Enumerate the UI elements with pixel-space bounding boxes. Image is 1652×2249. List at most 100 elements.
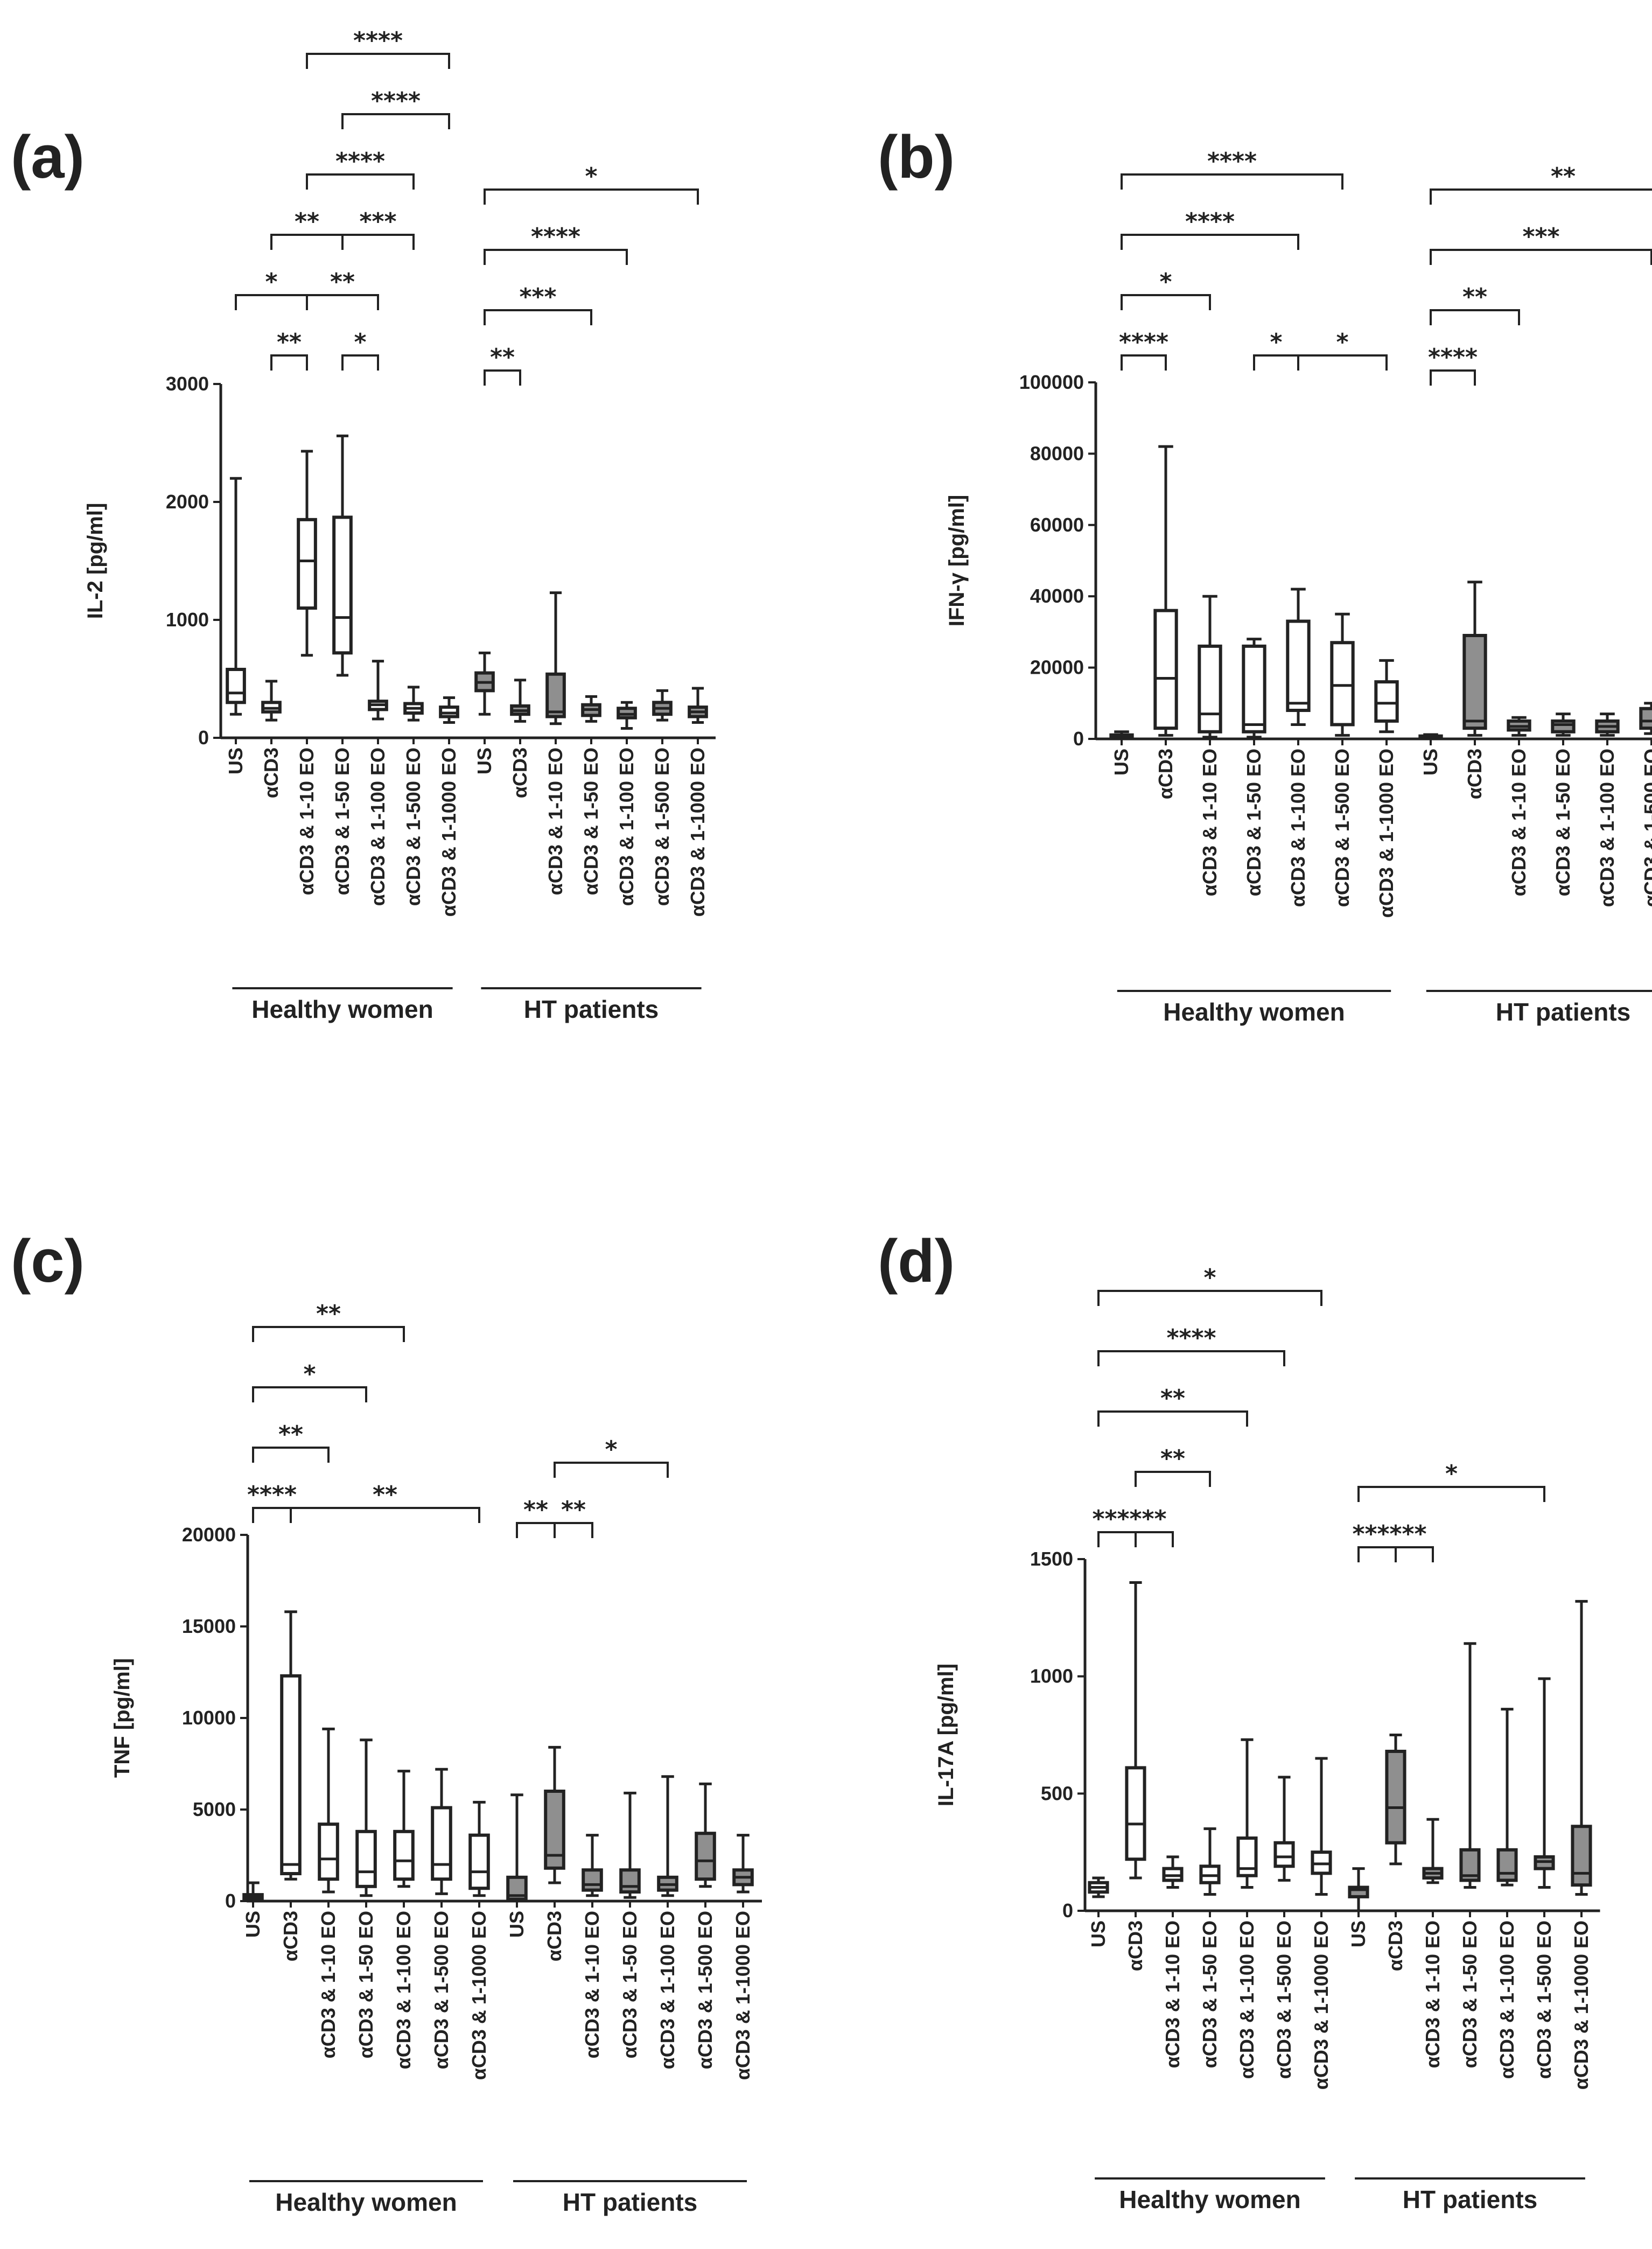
significance-label: * [265,268,277,296]
box-0-0 [1109,730,1134,739]
box-1-1 [1462,581,1487,737]
box-iqr [619,1868,641,1894]
significance-bracket: ** [252,1300,405,1342]
y-tick-label: 500 [1041,1782,1073,1804]
y-axis-title: TNF [pg/ml] [110,1658,134,1778]
group-label: HT patients [524,995,659,1023]
box-iqr [1496,1848,1518,1882]
category-label: αCD3 & 1-50 EO [1459,1920,1481,2068]
box-1-2 [1507,716,1531,737]
y-tick-label: 1500 [1030,1548,1073,1570]
significance-bracket: ** [306,268,379,310]
significance-label: **** [531,223,580,250]
significance-label: ** [1160,1385,1185,1412]
category-label: αCD3 & 1-500 EO [1533,1920,1555,2079]
box-iqr [1571,1825,1592,1887]
significance-label: **** [1092,1505,1142,1533]
box-iqr [332,515,353,655]
bracket-line [341,354,379,371]
bracket-line [1253,354,1299,371]
significance-bracket: ** [1430,283,1520,325]
category-label: αCD3 & 1-100 EO [367,748,389,906]
bracket-line [1121,354,1167,371]
box-0-4 [1286,588,1311,727]
category-label: αCD3 & 1-1000 EO [1570,1920,1592,2090]
significance-bracket: **** [484,223,628,265]
box-iqr [545,672,566,718]
category-label: US [1347,1920,1369,1947]
box-1-5 [1534,1677,1555,1889]
bracket-line [484,188,699,205]
panel-label: (d) [878,1227,955,1295]
group-label: HT patients [563,2188,697,2216]
category-label: αCD3 & 1-500 EO [1331,749,1353,907]
bracket-line [252,1447,330,1463]
category-label: αCD3 & 1-10 EO [1508,749,1530,896]
significance-bracket: ** [1135,1445,1211,1487]
significance-bracket: * [341,329,379,371]
significance-bracket: ** [516,1496,556,1538]
box-0-3 [1199,1827,1221,1896]
box-1-5 [652,689,673,722]
box-iqr [1551,719,1576,734]
significance-label: * [1159,268,1172,296]
significance-label: ** [1142,1505,1166,1533]
box-0-6 [439,696,459,724]
y-axis-title: IFN-γ [pg/ml] [945,495,969,626]
bracket-line [1430,309,1520,325]
y-tick-label: 40000 [1030,585,1084,607]
box-0-6 [468,1800,490,1897]
significance-label: **** [1428,344,1478,371]
significance-bracket: **** [306,148,415,190]
significance-label: *** [519,283,556,311]
box-0-5 [431,1768,452,1895]
y-axis-title: IL-2 [pg/ml] [83,503,107,619]
box-0-5 [1273,1776,1295,1882]
y-tick-label: 100000 [1019,371,1084,393]
significance-bracket: *** [484,283,592,325]
significance-bracket: **** [1121,148,1343,190]
box-1-1 [510,679,530,723]
category-label: US [1110,749,1132,776]
box-1-0 [1348,1867,1369,1912]
box-1-6 [732,1834,754,1894]
significance-bracket: **** [1097,1324,1285,1366]
category-label: αCD3 & 1-10 EO [296,748,318,895]
bracket-line [1395,1546,1434,1562]
category-label: αCD3 & 1-50 EO [580,748,602,895]
category-label: αCD3 & 1-10 EO [317,1911,339,2058]
significance-label: ** [277,329,302,356]
bracket-line [341,234,415,250]
bracket-line [1121,173,1343,190]
box-0-6 [1374,659,1399,734]
bracket-line [1121,234,1299,250]
category-label: αCD3 & 1-10 EO [581,1911,603,2058]
category-label: US [1087,1920,1109,1947]
bracket-line [1357,1486,1545,1502]
category-label: αCD3 & 1-100 EO [1287,749,1309,907]
significance-bracket: * [1121,268,1211,310]
category-label: αCD3 & 1-1000 EO [1310,1920,1332,2090]
significance-label: **** [353,27,403,54]
box-1-3 [619,1791,641,1899]
category-label: αCD3 & 1-1000 EO [1375,749,1397,918]
group-label: Healthy women [275,2188,457,2216]
significance-label: ** [523,1496,548,1524]
significance-label: **** [1352,1520,1402,1548]
significance-bracket: * [252,1360,367,1402]
category-label: αCD3 [1124,1920,1146,1971]
significance-label: *** [359,208,396,235]
bracket-line [1097,1410,1248,1427]
significance-bracket: ** [1430,163,1652,205]
significance-bracket: ** [270,208,344,250]
box-iqr [393,1829,415,1881]
box-iqr [1330,641,1355,727]
box-1-1 [1385,1734,1406,1866]
significance-bracket: * [1297,329,1388,371]
box-0-4 [393,1770,415,1888]
group-label: Healthy women [1119,2185,1300,2213]
box-0-4 [368,660,388,721]
category-label: αCD3 & 1-50 EO [355,1911,377,2058]
box-0-3 [332,434,353,677]
